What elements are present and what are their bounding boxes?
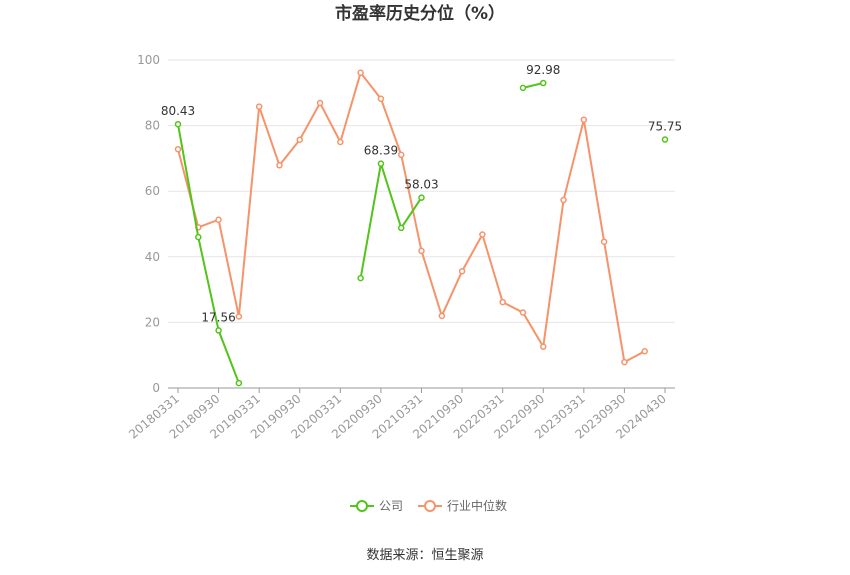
legend[interactable]: 公司 行业中位数: [350, 498, 507, 513]
series-industry-median: [174, 69, 648, 366]
data-point[interactable]: [580, 116, 588, 123]
grid-lines: [168, 59, 675, 323]
data-point[interactable]: [519, 309, 527, 316]
data-point[interactable]: [560, 196, 567, 204]
y-tick-label: 20: [145, 315, 160, 329]
data-point[interactable]: [377, 95, 385, 102]
data-point[interactable]: [540, 79, 547, 87]
legend-item-company[interactable]: 公司: [350, 499, 403, 513]
data-point[interactable]: [661, 136, 669, 143]
y-tick-label: 100: [137, 53, 160, 67]
data-point[interactable]: [621, 358, 628, 366]
data-point[interactable]: [438, 312, 446, 320]
data-point[interactable]: [357, 69, 364, 77]
data-point[interactable]: [255, 103, 263, 110]
data-point[interactable]: [215, 327, 222, 334]
y-tick-label: 60: [145, 184, 160, 198]
data-point[interactable]: [479, 231, 486, 238]
series-line: [522, 82, 544, 89]
data-point[interactable]: [316, 99, 324, 107]
series-layer: 80.43 17.56 68.39 58.03 92.98 75.75: [161, 63, 682, 387]
data-point[interactable]: [235, 313, 243, 320]
data-point[interactable]: [458, 267, 466, 275]
data-point[interactable]: [215, 216, 222, 223]
data-label: 92.98: [526, 63, 560, 77]
data-point[interactable]: [276, 162, 283, 169]
legend-marker: [424, 500, 436, 512]
data-label: 68.39: [364, 144, 398, 158]
y-tick-label: 0: [152, 381, 160, 395]
data-point[interactable]: [357, 274, 364, 282]
data-point[interactable]: [174, 145, 182, 153]
data-point[interactable]: [397, 151, 405, 159]
data-point[interactable]: [418, 194, 425, 201]
data-label: 17.56: [201, 310, 235, 324]
data-point[interactable]: [499, 298, 506, 306]
series-line: [359, 163, 423, 279]
source-note: 数据来源：恒生聚源: [366, 548, 483, 563]
y-tick-label: 80: [145, 119, 160, 133]
data-point[interactable]: [641, 348, 648, 355]
series-line: [177, 70, 646, 364]
data-point[interactable]: [235, 379, 243, 387]
x-axis: 2018033120180930201903312019093020200331…: [126, 387, 675, 442]
data-point[interactable]: [397, 224, 405, 232]
series-company: 80.43 17.56 68.39 58.03 92.98 75.75: [161, 63, 682, 387]
data-point[interactable]: [540, 343, 547, 350]
data-point[interactable]: [195, 233, 202, 241]
legend-item-industry-median[interactable]: 行业中位数: [418, 498, 507, 513]
data-point[interactable]: [337, 138, 344, 146]
data-label: 58.03: [404, 178, 438, 192]
data-point[interactable]: [377, 160, 385, 167]
y-axis: 0 20 40 60 80 100: [137, 53, 160, 395]
data-point[interactable]: [418, 247, 425, 255]
data-point[interactable]: [296, 136, 303, 143]
data-point[interactable]: [174, 120, 182, 128]
series-line: [177, 124, 240, 384]
data-point[interactable]: [519, 84, 527, 92]
legend-marker: [356, 500, 368, 512]
chart-title: 市盈率历史分位（%）: [335, 3, 505, 24]
y-tick-label: 40: [145, 250, 160, 264]
data-point[interactable]: [600, 238, 608, 245]
data-label: 75.75: [648, 120, 682, 134]
legend-label: 行业中位数: [447, 498, 507, 513]
data-label: 80.43: [161, 104, 195, 118]
legend-label: 公司: [379, 499, 403, 513]
